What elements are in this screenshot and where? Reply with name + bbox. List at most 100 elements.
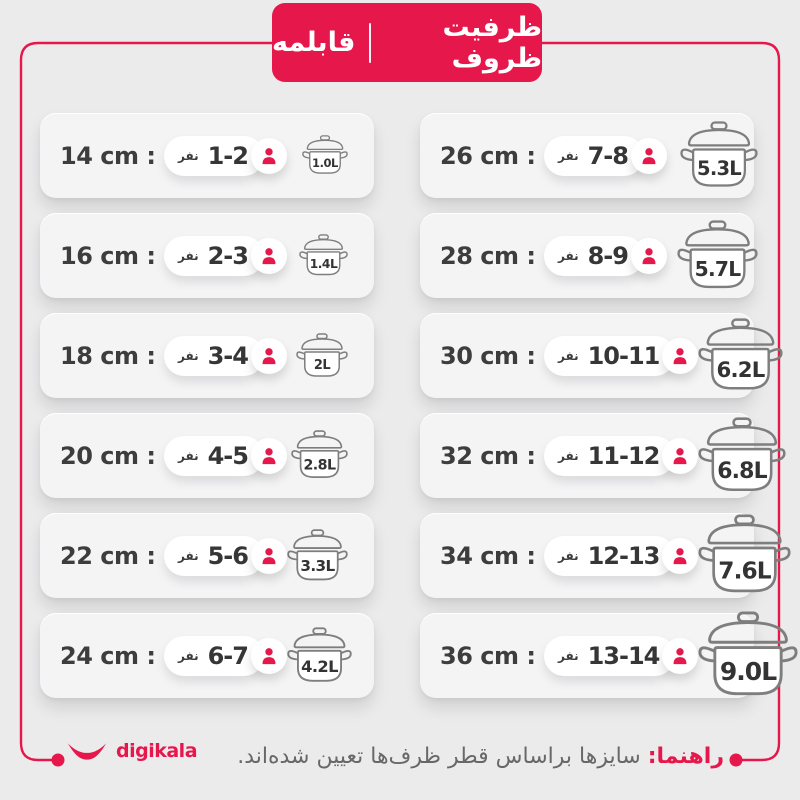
people-pill: نفر 8-9 bbox=[544, 235, 644, 276]
brand-logo: digikala bbox=[66, 740, 198, 762]
person-badge bbox=[250, 237, 287, 274]
people-pill-group: نفر 11-12 bbox=[544, 435, 699, 476]
pot-liter-label: 5.3L bbox=[697, 157, 741, 180]
people-unit-label: نفر bbox=[178, 148, 199, 163]
people-pill-group: نفر 12-13 bbox=[544, 535, 699, 576]
person-badge bbox=[630, 237, 667, 274]
pot-liter-label: 2L bbox=[314, 358, 331, 373]
people-count: 5-6 bbox=[207, 541, 249, 570]
people-unit-label: نفر bbox=[558, 348, 579, 363]
pot-icon: 6.2L bbox=[698, 318, 783, 390]
people-pill: نفر 1-2 bbox=[164, 135, 264, 176]
size-row-card: 30 cm : نفر 10-11 6.2L bbox=[420, 313, 783, 398]
size-table: 14 cm : نفر 1-2 1.0L 16 cm : نفر 2- bbox=[40, 113, 798, 698]
size-row-card: 14 cm : نفر 1-2 1.0L bbox=[40, 113, 374, 198]
person-icon bbox=[262, 547, 276, 564]
size-label: 16 cm : bbox=[60, 241, 156, 270]
person-icon bbox=[642, 247, 656, 264]
people-pill: نفر 6-7 bbox=[164, 635, 264, 676]
people-count: 6-7 bbox=[207, 641, 249, 670]
person-icon bbox=[262, 647, 276, 664]
guide-note: راهنما: سایزها براساس قطر ظرف‌ها تعیین ش… bbox=[237, 744, 724, 769]
pot-liter-label: 1.0L bbox=[312, 156, 338, 170]
people-count: 12-13 bbox=[587, 541, 661, 570]
size-row-card: 28 cm : نفر 8-9 5.7L bbox=[420, 213, 758, 298]
pot-icon: 6.8L bbox=[698, 417, 786, 491]
people-pill: نفر 4-5 bbox=[164, 435, 264, 476]
size-row-card: 32 cm : نفر 11-12 6.8L bbox=[420, 413, 786, 498]
people-count: 11-12 bbox=[587, 441, 661, 470]
pot-liter-label: 6.2L bbox=[717, 358, 765, 383]
size-label: 34 cm : bbox=[440, 541, 536, 570]
people-pill-group: نفر 10-11 bbox=[544, 335, 699, 376]
pot-liter-label: 2.8L bbox=[303, 458, 336, 474]
person-badge bbox=[250, 637, 287, 674]
column-right: 26 cm : نفر 7-8 5.3L 28 cm : نفر 8- bbox=[420, 113, 798, 698]
pot-icon: 3.3L bbox=[287, 528, 348, 580]
people-pill: نفر 2-3 bbox=[164, 235, 264, 276]
people-pill: نفر 13-14 bbox=[544, 635, 676, 676]
people-pill: نفر 12-13 bbox=[544, 535, 676, 576]
people-pill: نفر 5-6 bbox=[164, 535, 264, 576]
people-pill-group: نفر 4-5 bbox=[164, 435, 287, 476]
people-pill-group: نفر 8-9 bbox=[544, 235, 667, 276]
size-row-card: 24 cm : نفر 6-7 4.2L bbox=[40, 613, 374, 698]
person-badge bbox=[662, 437, 699, 474]
people-unit-label: نفر bbox=[178, 348, 199, 363]
people-pill-group: نفر 6-7 bbox=[164, 635, 287, 676]
size-label: 32 cm : bbox=[440, 441, 536, 470]
people-pill-group: نفر 13-14 bbox=[544, 635, 699, 676]
person-icon bbox=[262, 147, 276, 164]
brand-wordmark: digikala bbox=[116, 740, 198, 762]
size-label: 28 cm : bbox=[440, 241, 536, 270]
size-label: 20 cm : bbox=[60, 441, 156, 470]
people-count: 8-9 bbox=[587, 241, 629, 270]
people-pill-group: نفر 5-6 bbox=[164, 535, 287, 576]
size-row-card: 22 cm : نفر 5-6 3.3L bbox=[40, 513, 374, 598]
person-icon bbox=[262, 447, 276, 464]
person-badge bbox=[250, 537, 287, 574]
person-icon bbox=[673, 347, 687, 364]
person-badge bbox=[250, 437, 287, 474]
people-unit-label: نفر bbox=[178, 548, 199, 563]
size-label: 24 cm : bbox=[60, 641, 156, 670]
size-label: 18 cm : bbox=[60, 341, 156, 370]
people-unit-label: نفر bbox=[558, 448, 579, 463]
people-pill: نفر 3-4 bbox=[164, 335, 264, 376]
pot-icon: 1.4L bbox=[299, 234, 348, 276]
pot-icon: 7.6L bbox=[698, 514, 791, 593]
pot-liter-label: 1.4L bbox=[310, 257, 338, 271]
pot-liter-label: 3.3L bbox=[300, 557, 335, 575]
people-pill-group: نفر 7-8 bbox=[544, 135, 667, 176]
pot-icon: 4.2L bbox=[287, 627, 352, 682]
people-unit-label: نفر bbox=[558, 248, 579, 263]
pot-icon: 5.7L bbox=[677, 220, 758, 288]
person-badge bbox=[662, 637, 699, 674]
size-row-card: 16 cm : نفر 2-3 1.4L bbox=[40, 213, 374, 298]
people-count: 7-8 bbox=[587, 141, 629, 170]
pot-icon: 9.0L bbox=[698, 611, 798, 696]
guide-text: سایزها براساس قطر ظرف‌ها تعیین شده‌اند. bbox=[237, 744, 641, 769]
size-label: 30 cm : bbox=[440, 341, 536, 370]
person-badge bbox=[662, 337, 699, 374]
people-pill-group: نفر 3-4 bbox=[164, 335, 287, 376]
header-divider bbox=[369, 22, 372, 63]
size-label: 14 cm : bbox=[60, 141, 156, 170]
border-dot-right bbox=[729, 753, 743, 767]
column-left: 14 cm : نفر 1-2 1.0L 16 cm : نفر 2- bbox=[40, 113, 374, 698]
person-badge bbox=[250, 337, 287, 374]
person-icon bbox=[673, 647, 687, 664]
pot-icon: 1.0L bbox=[302, 135, 348, 174]
people-count: 2-3 bbox=[207, 241, 249, 270]
pot-liter-label: 4.2L bbox=[301, 657, 338, 676]
people-count: 4-5 bbox=[207, 441, 249, 470]
pot-icon: 5.3L bbox=[680, 121, 758, 187]
smile-icon bbox=[67, 743, 107, 760]
size-label: 36 cm : bbox=[440, 641, 536, 670]
size-row-card: 36 cm : نفر 13-14 9.0L bbox=[420, 611, 798, 698]
header-title-pot: قابلمه bbox=[272, 27, 356, 58]
people-unit-label: نفر bbox=[178, 448, 199, 463]
people-unit-label: نفر bbox=[558, 648, 579, 663]
people-count: 10-11 bbox=[587, 341, 661, 370]
pot-liter-label: 5.7L bbox=[695, 257, 742, 281]
